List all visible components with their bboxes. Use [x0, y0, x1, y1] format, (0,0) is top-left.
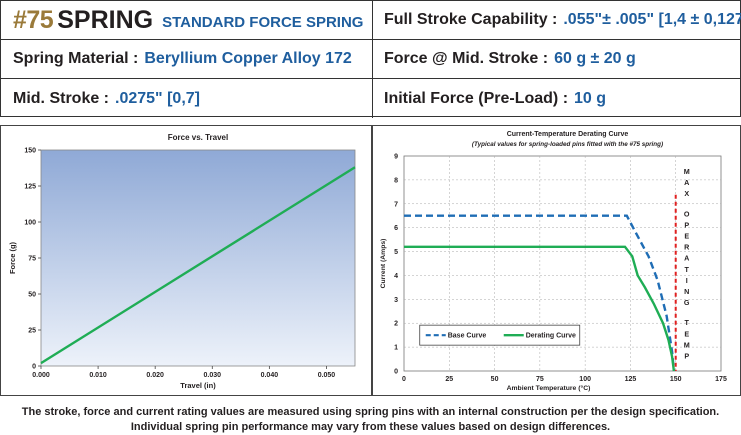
- y-tick-label: 2: [394, 321, 398, 328]
- footnote-line-1: The stroke, force and current rating val…: [21, 406, 720, 418]
- y-tick-label: 100: [24, 220, 36, 227]
- x-axis-label: Travel (in): [180, 381, 216, 390]
- spring-title: SPRING: [57, 5, 154, 34]
- annotation-letter: M: [684, 340, 690, 349]
- footnote-line-2: Individual spring pin performance may va…: [130, 421, 611, 433]
- y-tick-label: 0: [394, 369, 398, 376]
- material-value: Beryllium Copper Alloy 172: [144, 50, 352, 67]
- x-tick-label: 125: [625, 376, 637, 383]
- annotation-letter: G: [684, 298, 690, 307]
- derating-chart-box: Current-Temperature Derating Curve (Typic…: [372, 125, 741, 396]
- annotation-letter: A: [684, 178, 689, 187]
- annotation-letter: E: [684, 232, 689, 241]
- y-tick-label: 5: [394, 249, 398, 256]
- y-tick-label: 3: [394, 297, 398, 304]
- chart-title: Current-Temperature Derating Curve: [507, 131, 629, 138]
- mid-stroke-cell: Mid. Stroke : .0275" [0,7]: [1, 79, 373, 118]
- y-axis-label: Current (Amps): [380, 239, 387, 289]
- legend-label-derating: Derating Curve: [526, 333, 576, 340]
- force-travel-chart: Force vs. Travel 0 25 50 75 100 125 150 0.000 0.0…: [8, 133, 356, 390]
- annotation-letter: R: [684, 243, 690, 252]
- material-cell: Spring Material : Beryllium Copper Alloy…: [1, 40, 373, 79]
- x-tick-label: 25: [445, 376, 453, 383]
- y-axis-label: Force (g): [8, 241, 17, 274]
- y-tick-label: 150: [24, 148, 36, 155]
- x-tick-label: 0.050: [318, 372, 336, 379]
- x-tick-label: 100: [579, 376, 591, 383]
- annotation-letter: P: [684, 352, 689, 361]
- x-tick-label: 0.000: [32, 372, 50, 379]
- annotation-letter: E: [684, 329, 689, 338]
- x-tick-label: 0: [402, 376, 406, 383]
- x-tick-label: 0.010: [89, 372, 107, 379]
- force-mid-label: Force @ Mid. Stroke :: [384, 50, 549, 67]
- annotation-letter: T: [685, 318, 690, 327]
- annotation-letter: T: [685, 265, 690, 274]
- annotation-letter: P: [684, 220, 689, 229]
- footnote: The stroke, force and current rating val…: [0, 405, 741, 435]
- annotation-letter: A: [684, 254, 689, 263]
- spring-number: #75: [13, 5, 54, 34]
- legend-box: [419, 324, 581, 346]
- mid-stroke-value: .0275" [0,7]: [115, 89, 200, 107]
- y-tick-label: 25: [28, 328, 36, 335]
- chart-title: Force vs. Travel: [168, 133, 228, 142]
- initial-force-value: 10 g: [574, 89, 607, 107]
- y-tick-label: 9: [394, 154, 398, 161]
- y-tick-label: 6: [394, 225, 398, 232]
- force-series-line: [40, 166, 356, 365]
- x-tick-label: 175: [715, 376, 727, 383]
- x-tick-label: 150: [670, 376, 682, 383]
- full-stroke-value: .055"± .005" [1,4 ± 0,127]: [563, 11, 741, 28]
- base-curve-line: [404, 214, 676, 372]
- force-travel-chart-box: Force vs. Travel 0 25 50 75 100 125 150 0.000 0.0…: [0, 125, 372, 396]
- annotation-letter: M: [684, 167, 690, 176]
- derating-curve-line: [404, 245, 676, 372]
- x-tick-label: 75: [536, 376, 544, 383]
- y-tick-label: 75: [28, 256, 36, 263]
- full-stroke-label: Full Stroke Capability :: [384, 11, 558, 28]
- annotation-letter: O: [684, 209, 690, 218]
- x-tick-label: 50: [491, 376, 499, 383]
- y-tick-label: 8: [394, 177, 398, 184]
- y-tick-label: 4: [394, 273, 398, 280]
- spring-subtitle: STANDARD FORCE SPRING: [162, 13, 364, 31]
- initial-force-cell: Initial Force (Pre-Load) : 10 g: [373, 79, 741, 118]
- y-tick-label: 0: [32, 364, 36, 371]
- annotation-letter: N: [684, 287, 689, 296]
- x-tick-label: 0.040: [261, 372, 279, 379]
- annotation-letter: I: [686, 276, 688, 285]
- y-tick-label: 7: [394, 201, 398, 208]
- spec-table: #75 SPRING STANDARD FORCE SPRING Full St…: [0, 0, 741, 118]
- x-tick-label: 0.030: [204, 372, 222, 379]
- annotation-letter: X: [684, 189, 689, 198]
- material-label: Spring Material :: [13, 50, 139, 67]
- full-stroke-cell: Full Stroke Capability : .055"± .005" [1…: [373, 1, 741, 40]
- y-tick-label: 1: [394, 345, 398, 352]
- y-tick-label: 50: [28, 292, 36, 299]
- x-axis-label: Ambient Temperature (°C): [507, 384, 591, 392]
- force-mid-cell: Force @ Mid. Stroke : 60 g ± 20 g: [373, 40, 741, 79]
- force-mid-value: 60 g ± 20 g: [554, 50, 636, 67]
- x-tick-label: 0.020: [146, 372, 164, 379]
- chart-subtitle: (Typical values for spring-loaded pins f…: [472, 141, 663, 148]
- title-cell: #75 SPRING STANDARD FORCE SPRING: [1, 1, 373, 40]
- mid-stroke-label: Mid. Stroke :: [13, 89, 110, 107]
- y-tick-label: 125: [24, 184, 36, 191]
- legend-label-base: Base Curve: [448, 333, 487, 340]
- derating-chart: Current-Temperature Derating Curve (Typic…: [380, 131, 727, 392]
- initial-force-label: Initial Force (Pre-Load) :: [384, 89, 569, 107]
